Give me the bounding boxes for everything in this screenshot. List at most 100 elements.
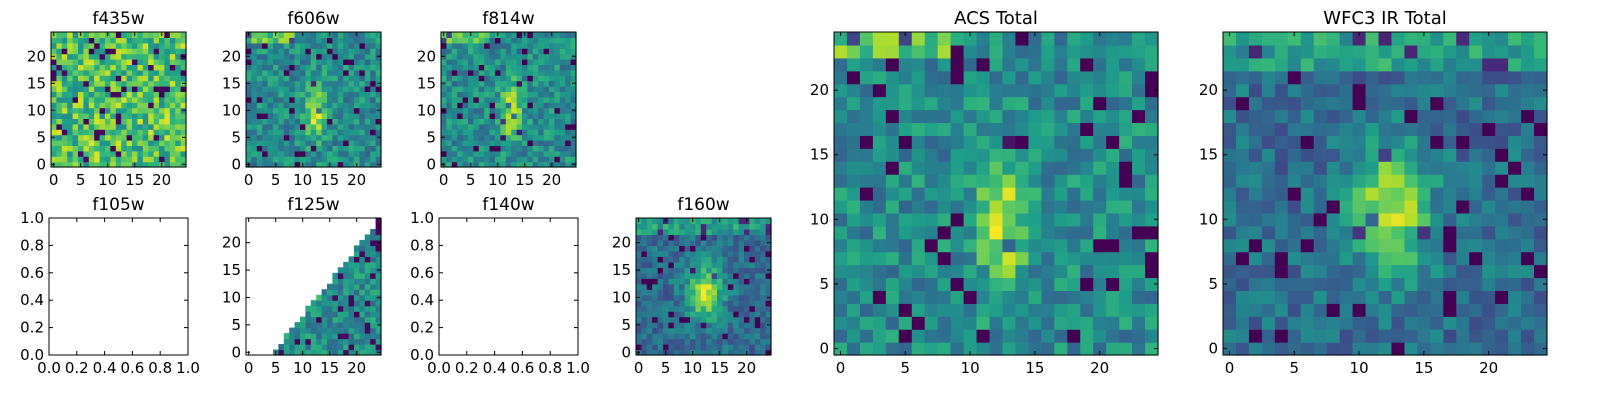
pixel-cell	[722, 305, 729, 312]
pixel-cell	[446, 150, 453, 157]
pixel-cell	[700, 322, 707, 329]
pixel-cell	[554, 156, 561, 163]
pixel-cell	[527, 69, 534, 76]
pixel-cell	[294, 48, 301, 55]
pixel-cell	[652, 256, 659, 263]
pixel-cell	[337, 53, 344, 60]
pixel-cell	[1534, 251, 1548, 266]
pixel-cell	[760, 223, 767, 230]
pixel-cell	[294, 322, 301, 329]
pixel-cell	[559, 113, 566, 119]
pixel-cell	[516, 96, 523, 103]
pixel-cell	[294, 161, 301, 168]
pixel-cell	[1067, 109, 1081, 124]
pixel-cell	[126, 113, 133, 119]
pixel-cell	[164, 123, 171, 130]
pixel-cell	[83, 59, 90, 65]
pixel-cell	[668, 333, 675, 340]
pixel-cell	[765, 327, 772, 334]
pixel-cell	[51, 118, 57, 125]
pixel-cell	[911, 70, 926, 85]
pixel-cell	[99, 123, 106, 130]
pixel-cell	[451, 69, 458, 76]
pixel-cell	[1287, 57, 1302, 72]
pixel-cell	[489, 53, 496, 60]
pixel-cell	[457, 123, 464, 130]
pixel-cell	[110, 145, 117, 152]
pixel-cell	[738, 327, 745, 334]
pixel-cell	[950, 238, 965, 253]
pixel-cell	[522, 69, 528, 76]
pixel-cell	[549, 140, 555, 146]
pixel-cell	[175, 48, 182, 55]
pixel-cell	[1041, 342, 1055, 356]
pixel-cell	[359, 278, 366, 285]
x-tick-label: 15	[320, 171, 339, 189]
pixel-cell	[446, 91, 453, 98]
panel-title: f435w	[92, 9, 144, 29]
pixel-cell	[765, 272, 772, 279]
pixel-cell	[1365, 251, 1380, 266]
pixel-cell	[327, 86, 333, 92]
pixel-cell	[451, 145, 458, 152]
pixel-cell	[121, 86, 128, 92]
pixel-cell	[500, 140, 507, 146]
pixel-cell	[543, 64, 550, 71]
pixel-cell	[846, 83, 861, 98]
pixel-cell	[989, 187, 1004, 201]
pixel-cell	[1469, 57, 1483, 72]
pixel-cell	[1054, 32, 1068, 46]
pixel-cell	[468, 91, 474, 98]
pixel-cell	[1235, 264, 1250, 279]
pixel-cell	[1041, 303, 1055, 317]
pixel-cell	[1456, 290, 1470, 304]
pixel-cell	[137, 107, 144, 114]
pixel-cell	[834, 83, 848, 98]
pixel-cell	[673, 349, 680, 356]
pixel-cell	[337, 272, 344, 279]
pixel-cell	[159, 102, 165, 109]
pixel-cell	[1054, 57, 1068, 72]
pixel-cell	[898, 148, 913, 162]
pixel-cell	[760, 322, 767, 329]
pixel-cell	[332, 32, 339, 38]
pixel-cell	[950, 303, 965, 317]
pixel-cell	[316, 32, 323, 38]
pixel-cell	[327, 96, 333, 103]
pixel-cell	[989, 199, 1004, 214]
pixel-cell	[316, 145, 323, 152]
pixel-cell	[489, 75, 496, 82]
pixel-cell	[489, 107, 496, 114]
pixel-cell	[1067, 187, 1081, 201]
pixel-cell	[1300, 161, 1315, 175]
pixel-cell	[684, 267, 691, 274]
pixel-cell	[1287, 174, 1302, 188]
pixel-cell	[337, 311, 344, 318]
pixel-cell	[446, 37, 453, 44]
pixel-cell	[61, 32, 68, 38]
x-tick-label: 0.0	[37, 359, 61, 377]
pixel-cell	[1417, 135, 1431, 149]
pixel-cell	[1456, 342, 1470, 356]
pixel-cell	[727, 256, 734, 263]
pixel-cell	[348, 305, 355, 312]
pixel-cell	[976, 212, 991, 227]
pixel-cell	[375, 228, 382, 236]
pixel-cell	[1404, 32, 1418, 46]
pixel-cell	[375, 145, 382, 152]
pixel-cell	[126, 150, 133, 157]
pixel-cell	[321, 102, 328, 109]
pixel-cell	[94, 69, 101, 76]
pixel-cell	[1482, 290, 1496, 304]
pixel-cell	[885, 187, 900, 201]
pixel-cell	[332, 272, 339, 279]
pixel-cell	[1015, 303, 1029, 317]
pixel-cell	[1235, 277, 1250, 291]
pixel-cell	[963, 135, 978, 149]
pixel-cell	[327, 118, 333, 125]
pixel-cell	[61, 59, 68, 65]
pixel-cell	[976, 225, 991, 240]
pixel-cell	[706, 311, 713, 318]
pixel-cell	[1469, 122, 1483, 136]
pixel-cell	[950, 199, 965, 214]
